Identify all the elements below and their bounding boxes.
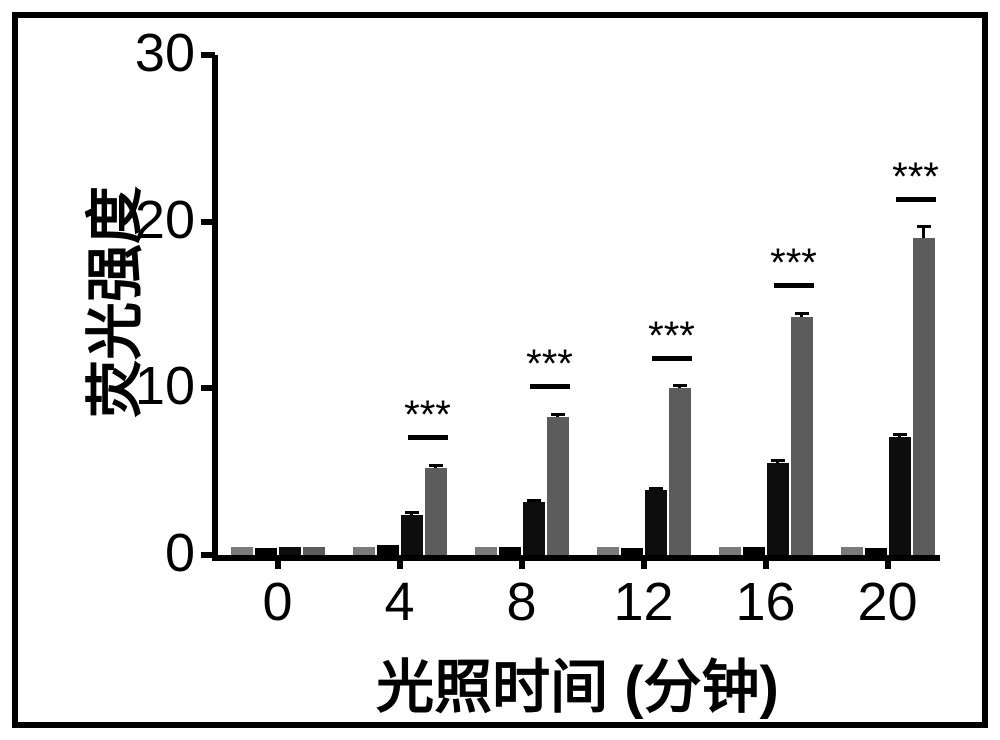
significance-stars: *** bbox=[378, 393, 478, 438]
significance-bracket bbox=[774, 283, 814, 288]
figure-container: 荧光强度 *************** 0102030 048121620 光… bbox=[0, 0, 1000, 740]
x-tick-label: 0 bbox=[228, 571, 328, 633]
significance-layer: *************** bbox=[215, 55, 940, 555]
significance-stars: *** bbox=[500, 342, 600, 387]
significance-stars: *** bbox=[622, 314, 722, 359]
y-tick-label: 30 bbox=[105, 22, 195, 84]
x-tick bbox=[519, 555, 525, 569]
y-tick bbox=[201, 552, 215, 558]
y-tick-label: 10 bbox=[105, 355, 195, 417]
x-tick bbox=[763, 555, 769, 569]
significance-bracket bbox=[530, 384, 570, 389]
y-tick bbox=[201, 385, 215, 391]
x-tick bbox=[885, 555, 891, 569]
x-tick-label: 16 bbox=[716, 571, 816, 633]
y-tick-label: 20 bbox=[105, 189, 195, 251]
x-tick bbox=[397, 555, 403, 569]
y-tick bbox=[201, 219, 215, 225]
significance-stars: *** bbox=[744, 241, 844, 286]
significance-stars: *** bbox=[866, 155, 966, 200]
plot-area: *************** bbox=[215, 55, 940, 555]
x-tick-label: 4 bbox=[350, 571, 450, 633]
x-axis-line bbox=[212, 555, 940, 561]
y-tick-label: 0 bbox=[105, 522, 195, 584]
significance-bracket bbox=[652, 356, 692, 361]
x-tick bbox=[641, 555, 647, 569]
x-tick bbox=[275, 555, 281, 569]
significance-bracket bbox=[408, 435, 448, 440]
x-tick-label: 20 bbox=[838, 571, 938, 633]
significance-bracket bbox=[896, 197, 936, 202]
x-tick-label: 8 bbox=[472, 571, 572, 633]
x-axis-label: 光照时间 (分钟) bbox=[215, 640, 940, 724]
y-tick bbox=[201, 52, 215, 58]
x-tick-label: 12 bbox=[594, 571, 694, 633]
